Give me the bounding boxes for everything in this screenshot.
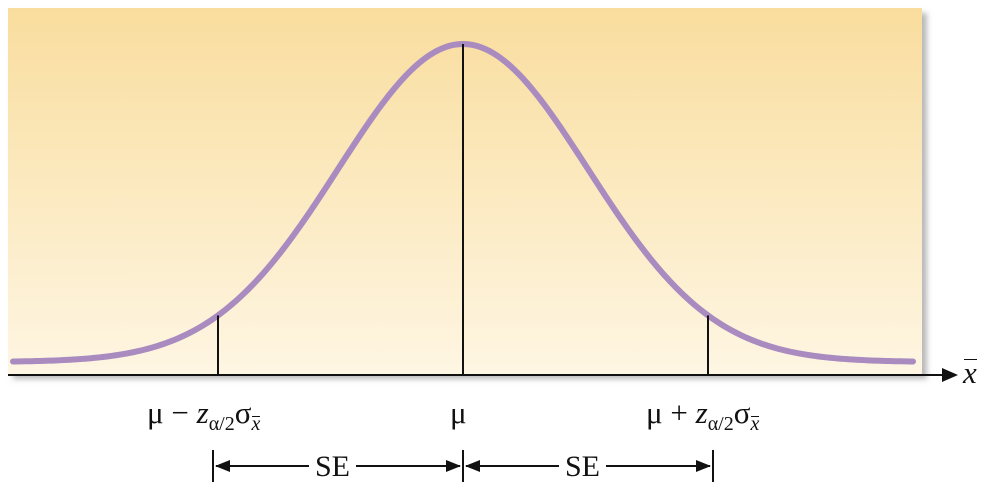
- se-left-label: SE: [309, 452, 357, 482]
- upper-bound-label: μ + zα/2σx: [646, 395, 760, 435]
- se-right-label: SE: [559, 452, 607, 482]
- plot-background: [8, 8, 922, 374]
- lower-bound-label: μ − zα/2σx: [147, 395, 261, 435]
- se-left-arrowhead-right: [446, 460, 461, 472]
- mean-label: μ: [450, 395, 467, 430]
- se-right-arrowhead-left: [465, 460, 480, 472]
- se-left-arrowhead-left: [215, 460, 230, 472]
- x-axis-label: x: [963, 355, 977, 390]
- se-right-arrowhead-right: [696, 460, 711, 472]
- x-axis-arrowhead: [942, 368, 958, 382]
